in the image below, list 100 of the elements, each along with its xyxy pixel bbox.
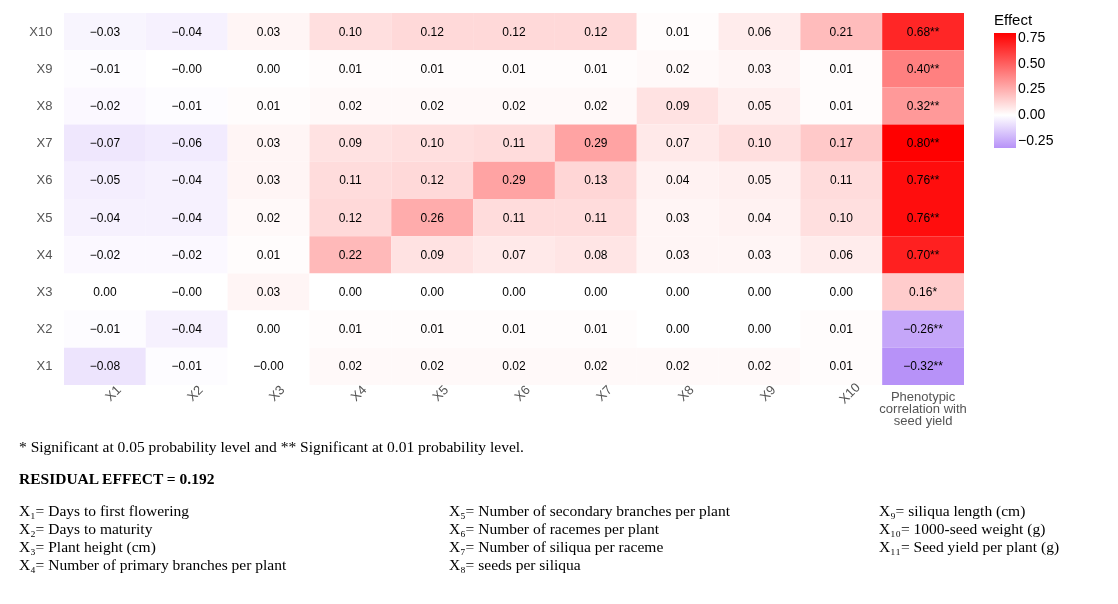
- data-label: −0.01: [89, 322, 121, 337]
- data-label: 0.01: [829, 99, 854, 113]
- data-label: 0.17: [829, 136, 854, 151]
- data-label: −0.04: [171, 24, 203, 39]
- data-label: −0.01: [89, 61, 121, 76]
- y-tick-label: X9: [36, 60, 53, 76]
- data-label: 0.11: [339, 173, 362, 188]
- data-label: 0.26: [420, 210, 445, 225]
- color-bar-title: Effect: [994, 11, 1033, 28]
- data-label: 0.00: [256, 322, 281, 337]
- text: X₁= Days to first flowering: [19, 502, 190, 520]
- data-label: −0.08: [89, 359, 121, 374]
- data-label: 0.00: [829, 285, 854, 299]
- data-label: 0.01: [502, 322, 526, 337]
- text: RESIDUAL EFFECT = 0.192: [19, 470, 216, 488]
- data-label: 0.76**: [906, 210, 940, 225]
- x-tick-label: X7: [593, 382, 615, 405]
- data-label: 0.29: [584, 136, 608, 151]
- x-tick-label: X9: [756, 382, 779, 405]
- data-label: 0.09: [420, 247, 445, 262]
- data-label: 0.03: [747, 247, 772, 262]
- data-label: −0.03: [89, 24, 121, 39]
- data-label: 0.02: [584, 359, 608, 374]
- data-label: 0.21: [829, 24, 854, 39]
- data-label: 0.16*: [909, 285, 938, 299]
- color-bar-label: 0.25: [1018, 80, 1046, 97]
- data-label: 0.03: [256, 136, 281, 151]
- data-label: 0.32**: [906, 99, 940, 113]
- data-label: 0.29: [502, 173, 526, 188]
- data-label: 0.11: [584, 210, 608, 225]
- text: X₄= Number of primary branches per plant: [19, 556, 288, 574]
- y-tick-label: X2: [36, 321, 53, 337]
- data-label: −0.26**: [903, 322, 944, 337]
- data-label: 0.03: [665, 247, 690, 262]
- text: X₆= Number of racemes per plant: [449, 520, 660, 538]
- data-label: 0.00: [256, 61, 281, 76]
- text: X₉= siliqua length (cm): [879, 502, 1027, 520]
- data-label: 0.00: [665, 322, 690, 337]
- data-label: 0.10: [338, 24, 363, 39]
- data-label: 0.03: [665, 210, 690, 225]
- x-tick-label: X5: [429, 382, 452, 405]
- x-tick-label: X8: [674, 382, 697, 405]
- data-label: 0.00: [338, 285, 363, 299]
- y-tick-label: X6: [36, 172, 53, 188]
- data-label: 0.02: [584, 99, 608, 113]
- data-label: −0.07: [89, 136, 121, 151]
- data-label: 0.01: [502, 61, 526, 76]
- text: X₅= Number of secondary branches per plant: [449, 502, 731, 520]
- text: X₈= seeds per siliqua: [449, 556, 582, 574]
- data-label: 0.03: [747, 61, 772, 76]
- data-label: −0.06: [171, 136, 203, 151]
- data-label: 0.06: [829, 247, 854, 262]
- data-label: 0.04: [665, 173, 690, 188]
- data-label: 0.01: [584, 61, 608, 76]
- x-tick-label: X6: [511, 382, 534, 405]
- data-label: 0.08: [584, 247, 608, 262]
- data-label: 0.01: [256, 247, 281, 262]
- data-label: 0.10: [420, 136, 445, 151]
- data-label: 0.02: [665, 359, 690, 374]
- data-label: −0.02: [89, 99, 121, 113]
- text: X₇= Number of siliqua per raceme: [449, 538, 665, 556]
- data-label: 0.07: [502, 247, 526, 262]
- data-label: 0.11: [830, 173, 853, 188]
- data-label: 0.12: [502, 24, 526, 39]
- data-label: 0.00: [584, 285, 608, 299]
- data-label: −0.01: [171, 359, 203, 374]
- data-label: 0.01: [829, 359, 854, 374]
- data-label: 0.02: [747, 359, 772, 374]
- data-label: 0.68**: [906, 24, 940, 39]
- data-label: 0.22: [338, 247, 363, 262]
- data-label: 0.07: [665, 136, 690, 151]
- x-tick-label: X10: [835, 379, 863, 407]
- data-label: 0.02: [420, 99, 445, 113]
- data-label: 0.01: [829, 322, 854, 337]
- data-label: 0.00: [747, 322, 772, 337]
- y-tick-label: X5: [36, 209, 53, 225]
- x-tick-label: X1: [102, 382, 124, 405]
- data-label: 0.70**: [906, 247, 940, 262]
- data-label: 0.40**: [906, 61, 940, 76]
- data-label: 0.03: [256, 285, 281, 299]
- data-label: −0.04: [89, 210, 121, 225]
- data-label: 0.10: [829, 210, 854, 225]
- data-label: 0.76**: [906, 173, 940, 188]
- data-label: 0.02: [420, 359, 445, 374]
- data-label: 0.03: [256, 173, 281, 188]
- text: X₁₁= Seed yield per plant (g): [879, 538, 1061, 556]
- y-tick-label: X3: [36, 284, 53, 299]
- data-label: 0.02: [338, 99, 363, 113]
- data-label: 0.05: [747, 99, 772, 113]
- data-label: 0.00: [502, 285, 526, 299]
- x-tick-label: X2: [183, 382, 206, 405]
- data-label: 0.03: [256, 24, 281, 39]
- data-label: 0.02: [256, 210, 281, 225]
- data-label: 0.01: [338, 61, 363, 76]
- data-label: 0.01: [829, 61, 854, 76]
- data-label: 0.02: [502, 359, 526, 374]
- data-label: −0.00: [171, 285, 203, 299]
- x-tick-label: Phenotypic correlation with seed yield: [879, 389, 967, 428]
- data-label: 0.01: [584, 322, 608, 337]
- data-label: 0.00: [665, 285, 690, 299]
